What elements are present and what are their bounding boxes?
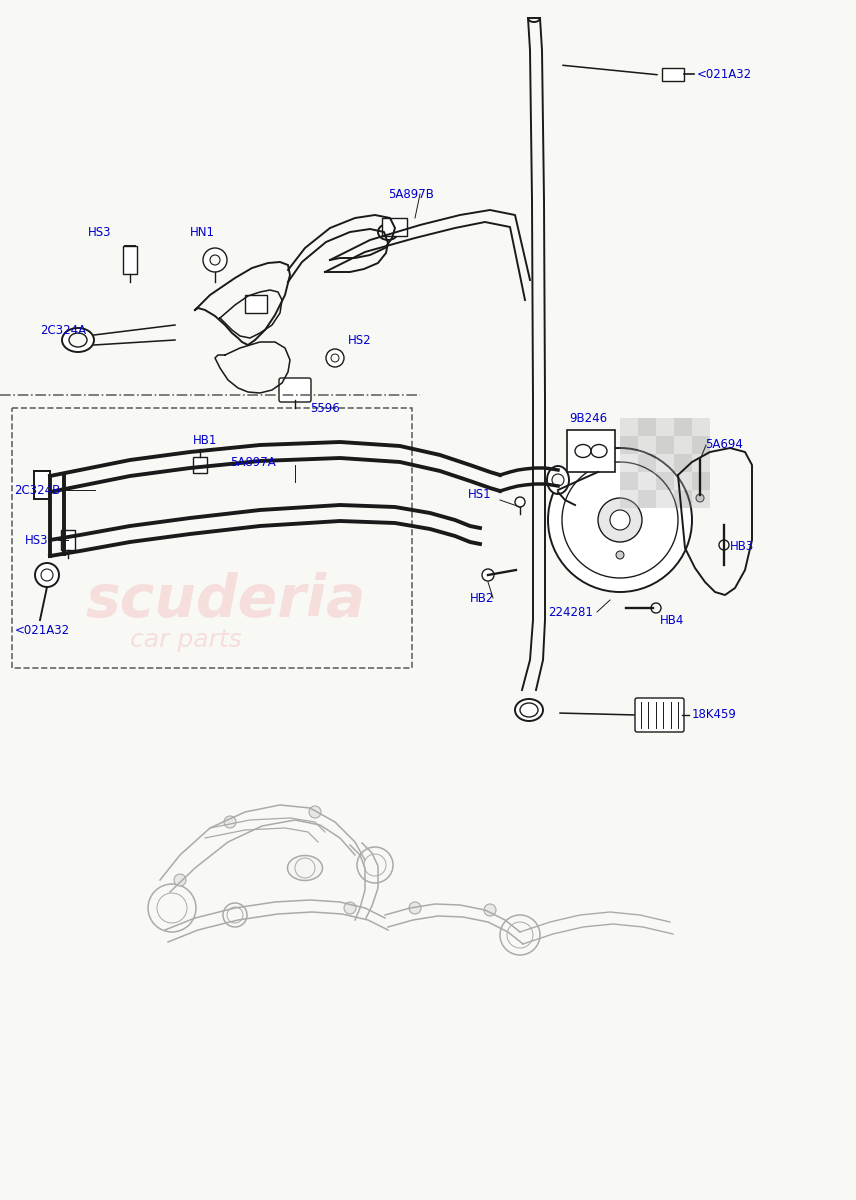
Circle shape bbox=[35, 563, 59, 587]
Ellipse shape bbox=[288, 856, 323, 881]
Text: HB3: HB3 bbox=[730, 540, 754, 553]
Bar bbox=[12, 408, 412, 668]
FancyBboxPatch shape bbox=[635, 698, 684, 732]
Text: HS3: HS3 bbox=[25, 534, 49, 546]
Bar bbox=[674, 436, 692, 454]
Bar bbox=[123, 246, 137, 274]
Bar bbox=[674, 454, 692, 472]
Circle shape bbox=[616, 551, 624, 559]
Bar bbox=[638, 472, 656, 490]
Text: 9B246: 9B246 bbox=[569, 412, 607, 425]
Bar bbox=[674, 472, 692, 490]
Bar bbox=[638, 418, 656, 436]
Bar bbox=[656, 436, 674, 454]
Circle shape bbox=[482, 569, 494, 581]
Bar bbox=[245, 295, 267, 313]
Circle shape bbox=[484, 904, 496, 916]
Circle shape bbox=[409, 902, 421, 914]
Circle shape bbox=[598, 498, 642, 542]
Circle shape bbox=[331, 354, 339, 362]
Text: 2C324B: 2C324B bbox=[14, 484, 60, 497]
Text: <021A32: <021A32 bbox=[697, 67, 752, 80]
Text: 224281: 224281 bbox=[548, 606, 593, 618]
Circle shape bbox=[552, 474, 564, 486]
Bar bbox=[692, 490, 710, 508]
Text: HB4: HB4 bbox=[660, 613, 685, 626]
Circle shape bbox=[203, 248, 227, 272]
Bar bbox=[638, 490, 656, 508]
Text: car parts: car parts bbox=[130, 628, 241, 652]
Circle shape bbox=[326, 349, 344, 367]
Text: HS1: HS1 bbox=[468, 488, 491, 502]
Bar bbox=[674, 418, 692, 436]
Text: 5A694: 5A694 bbox=[705, 438, 743, 451]
Bar bbox=[620, 418, 638, 436]
Bar bbox=[382, 218, 407, 236]
Bar bbox=[61, 530, 75, 550]
Bar bbox=[620, 436, 638, 454]
Bar bbox=[638, 436, 656, 454]
Text: <021A32: <021A32 bbox=[15, 624, 70, 636]
Ellipse shape bbox=[547, 466, 569, 494]
Bar bbox=[34, 470, 50, 499]
Bar bbox=[656, 490, 674, 508]
Circle shape bbox=[696, 494, 704, 502]
Bar bbox=[620, 472, 638, 490]
Circle shape bbox=[651, 602, 661, 613]
Text: HS2: HS2 bbox=[348, 334, 372, 347]
Bar bbox=[692, 418, 710, 436]
Bar bbox=[692, 454, 710, 472]
Text: HN1: HN1 bbox=[190, 226, 215, 239]
Circle shape bbox=[224, 816, 236, 828]
Bar bbox=[692, 472, 710, 490]
Text: HB1: HB1 bbox=[193, 433, 217, 446]
Circle shape bbox=[210, 254, 220, 265]
Bar bbox=[674, 490, 692, 508]
Bar bbox=[620, 490, 638, 508]
Text: 5A897A: 5A897A bbox=[230, 456, 276, 469]
Bar bbox=[567, 430, 615, 472]
Circle shape bbox=[610, 510, 630, 530]
Bar bbox=[656, 472, 674, 490]
Bar bbox=[656, 418, 674, 436]
Bar bbox=[692, 436, 710, 454]
Text: 5A897B: 5A897B bbox=[388, 187, 434, 200]
Text: 2C324A: 2C324A bbox=[40, 324, 86, 336]
Circle shape bbox=[174, 874, 186, 886]
Ellipse shape bbox=[515, 698, 543, 721]
Bar bbox=[656, 454, 674, 472]
Text: HB2: HB2 bbox=[470, 592, 495, 605]
Bar bbox=[662, 68, 684, 80]
Text: 18K459: 18K459 bbox=[692, 708, 737, 721]
Circle shape bbox=[548, 448, 692, 592]
Circle shape bbox=[344, 902, 356, 914]
Bar bbox=[193, 457, 207, 473]
Bar bbox=[620, 454, 638, 472]
Circle shape bbox=[515, 497, 525, 506]
Ellipse shape bbox=[378, 224, 398, 240]
Ellipse shape bbox=[62, 328, 94, 352]
Text: scuderia: scuderia bbox=[85, 571, 366, 629]
Circle shape bbox=[309, 806, 321, 818]
Bar bbox=[638, 454, 656, 472]
Ellipse shape bbox=[69, 332, 87, 347]
Text: 5596: 5596 bbox=[310, 402, 340, 414]
FancyBboxPatch shape bbox=[279, 378, 311, 402]
Circle shape bbox=[719, 540, 729, 550]
Text: HS3: HS3 bbox=[88, 226, 111, 239]
